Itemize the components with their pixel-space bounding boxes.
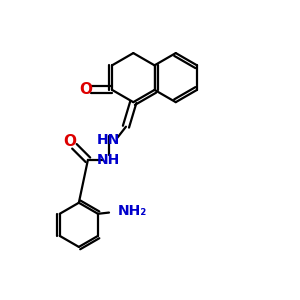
Text: NH₂: NH₂ (118, 204, 147, 218)
Text: HN: HN (97, 133, 120, 147)
Text: NH: NH (97, 153, 120, 167)
Text: O: O (64, 134, 76, 149)
Text: O: O (79, 82, 92, 98)
